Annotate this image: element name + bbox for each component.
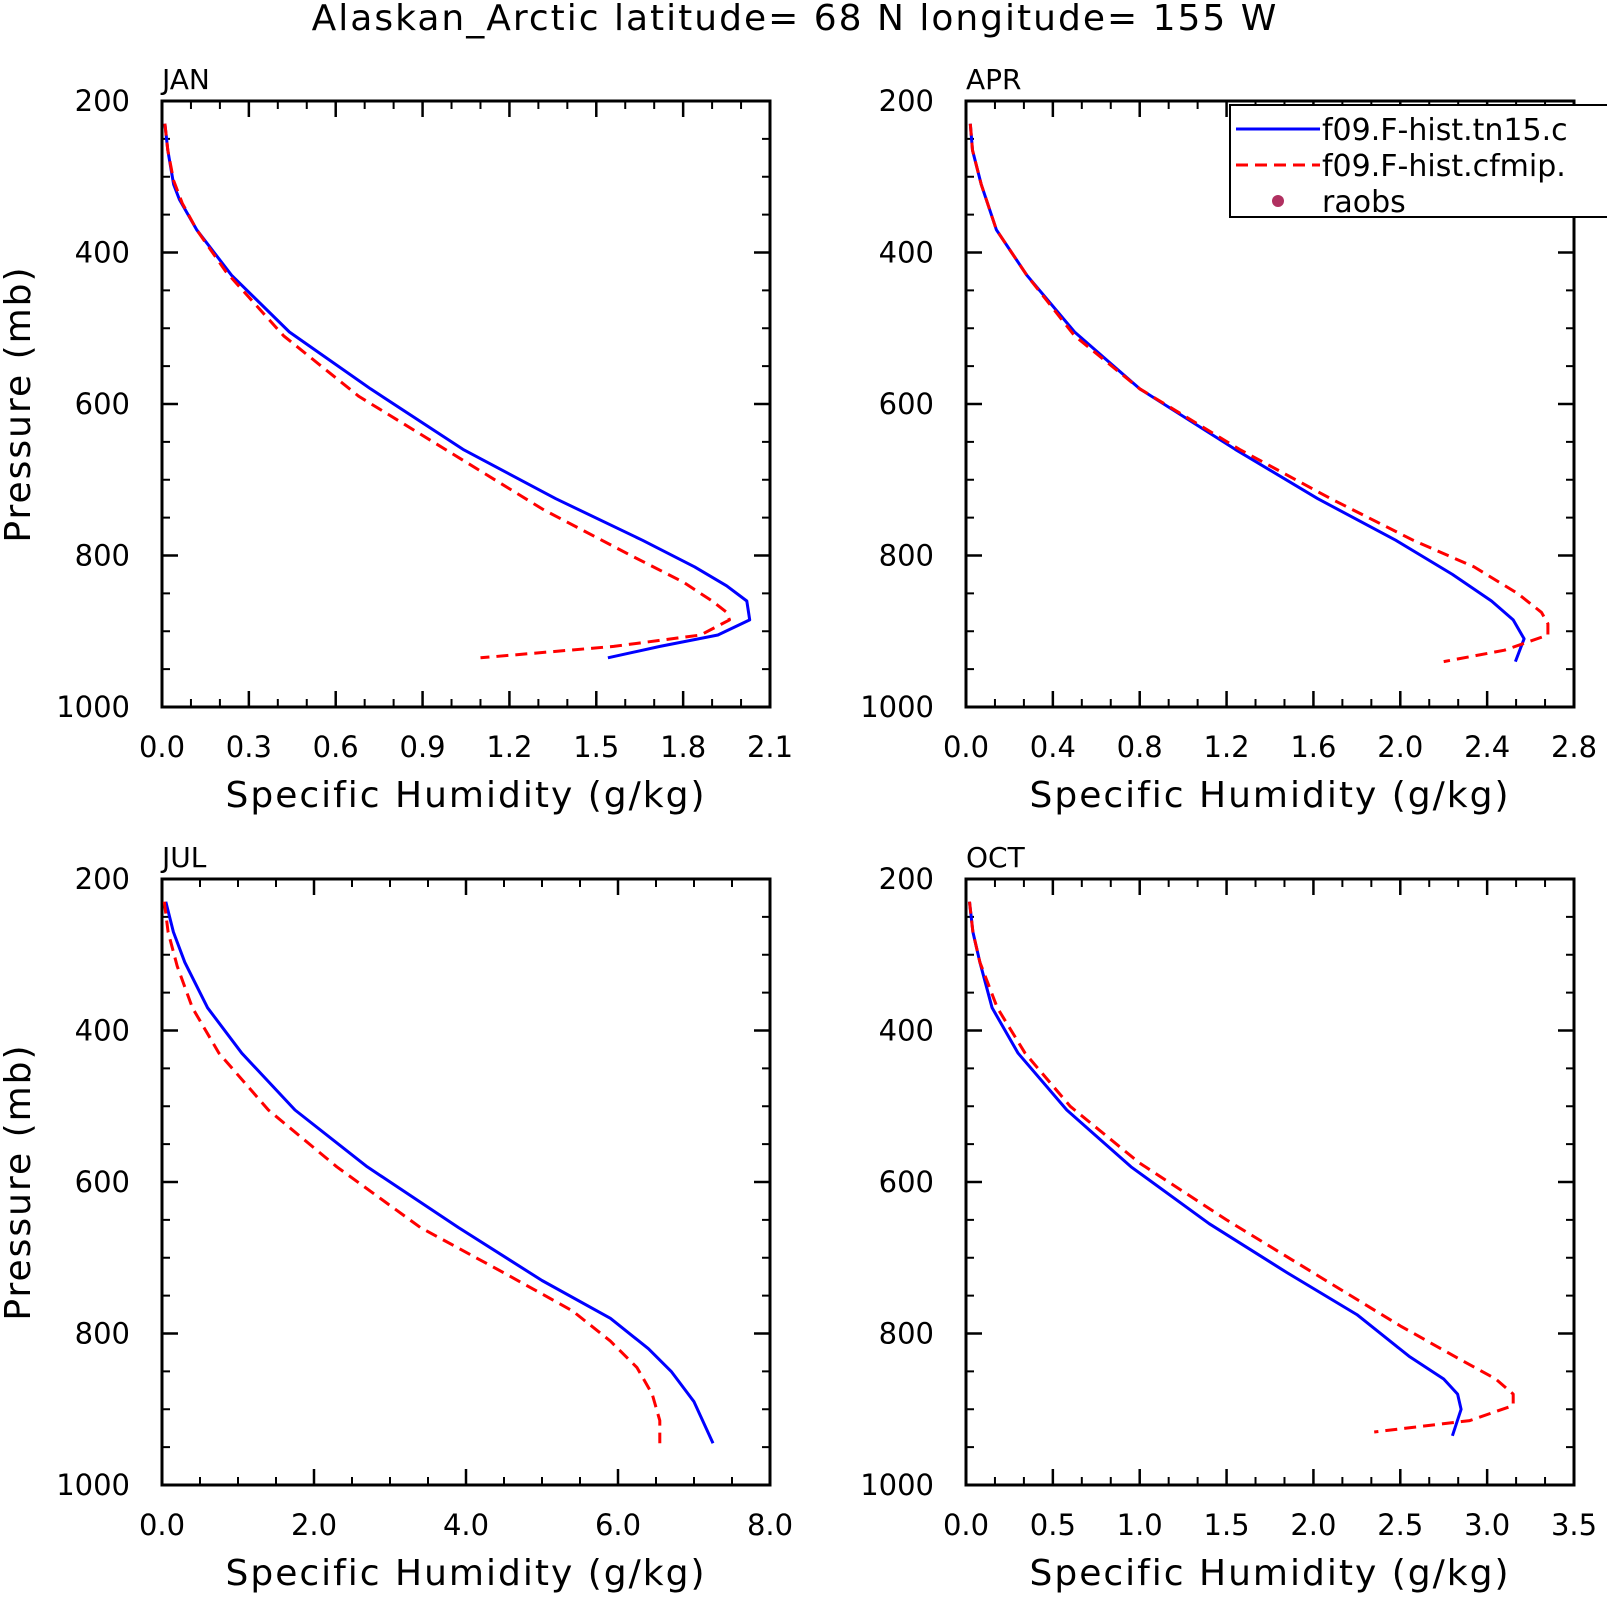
x-tick-label: 0.0 xyxy=(943,1508,989,1542)
x-tick-label: 3.0 xyxy=(1464,1508,1510,1542)
legend-label: f09.F-hist.cfmip. xyxy=(1322,149,1566,184)
x-tick-label: 1.2 xyxy=(486,730,532,764)
y-tick-label: 600 xyxy=(75,387,130,421)
y-tick-label: 400 xyxy=(879,236,934,270)
x-tick-label: 4.0 xyxy=(443,1508,489,1542)
y-tick-label: 600 xyxy=(879,1165,934,1199)
x-axis-label: Specific Humidity (g/kg) xyxy=(225,1553,706,1594)
legend-box xyxy=(1229,104,1607,218)
x-tick-label: 8.0 xyxy=(747,1508,793,1542)
panel-oct: OCT 0.0 0.5 1.0 1.5 2.0 2.5 3.0 3.5 200 400 600 800 1… xyxy=(860,841,1597,1594)
y-tick-label: 200 xyxy=(879,862,934,896)
x-tick-label: 1.6 xyxy=(1290,730,1336,764)
figure-title: Alaskan_Arctic latitude= 68 N longitude=… xyxy=(312,0,1279,39)
y-tick-label: 200 xyxy=(879,84,934,118)
x-tick-label: 0.4 xyxy=(1030,730,1076,764)
plot-frame xyxy=(964,877,1576,1487)
x-tick-label: 0.0 xyxy=(943,730,989,764)
y-tick-label: 200 xyxy=(75,84,130,118)
plot-frame xyxy=(160,99,772,709)
x-tick-label: 1.5 xyxy=(1204,1508,1250,1542)
x-tick-label: 1.2 xyxy=(1204,730,1250,764)
series-line-tn15 xyxy=(968,901,1463,1437)
x-tick-label: 0.0 xyxy=(139,730,185,764)
panel-label: JAN xyxy=(160,63,210,96)
y-tick-label: 800 xyxy=(75,539,130,573)
y-tick-label: 200 xyxy=(75,862,130,896)
x-tick-label: 2.0 xyxy=(1290,1508,1336,1542)
y-tick-label: 800 xyxy=(75,1317,130,1351)
panel-label: OCT xyxy=(966,841,1026,874)
y-axis-label: Pressure (mb) xyxy=(0,1043,39,1320)
y-axis-label: Pressure (mb) xyxy=(0,265,39,542)
y-tick-label: 1000 xyxy=(56,690,130,724)
plot-frame xyxy=(160,877,772,1487)
x-tick-label: 0.6 xyxy=(313,730,359,764)
x-tick-label: 0.5 xyxy=(1030,1508,1076,1542)
x-tick-label: 2.5 xyxy=(1377,1508,1423,1542)
legend-marker-raobs xyxy=(1272,195,1284,207)
series-line-tn15 xyxy=(163,123,752,660)
y-tick-label: 400 xyxy=(75,1014,130,1048)
y-tick-label: 800 xyxy=(879,1317,934,1351)
x-tick-label: 2.8 xyxy=(1551,730,1597,764)
panel-label: APR xyxy=(966,63,1022,96)
x-axis-label: Specific Humidity (g/kg) xyxy=(225,775,706,816)
x-axis-label: Specific Humidity (g/kg) xyxy=(1029,1553,1510,1594)
x-tick-label: 0.9 xyxy=(400,730,446,764)
y-tick-label: 1000 xyxy=(860,690,934,724)
x-axis-label: Specific Humidity (g/kg) xyxy=(1029,775,1510,816)
y-tick-label: 400 xyxy=(75,236,130,270)
x-tick-label: 1.5 xyxy=(573,730,619,764)
y-tick-label: 1000 xyxy=(860,1468,934,1502)
legend-label: raobs xyxy=(1322,185,1406,220)
x-tick-label: 1.8 xyxy=(660,730,706,764)
y-tick-label: 600 xyxy=(75,1165,130,1199)
series-line-cfmip xyxy=(968,901,1515,1434)
series-line-tn15 xyxy=(164,901,715,1444)
y-tick-label: 800 xyxy=(879,539,934,573)
legend-label: f09.F-hist.tn15.c xyxy=(1322,113,1568,148)
series-line-cfmip xyxy=(968,123,1550,664)
y-tick-label: 600 xyxy=(879,387,934,421)
x-tick-label: 1.0 xyxy=(1117,1508,1163,1542)
panel-label: JUL xyxy=(160,841,207,874)
x-tick-label: 2.0 xyxy=(1377,730,1423,764)
series-line-cfmip xyxy=(162,901,662,1444)
x-tick-label: 6.0 xyxy=(595,1508,641,1542)
y-tick-label: 1000 xyxy=(56,1468,130,1502)
panel-jul: JUL 0.0 2.0 4.0 6.0 8.0 200 400 600 800 1000 Specif… xyxy=(0,841,793,1594)
x-tick-label: 0.3 xyxy=(226,730,272,764)
series-line-cfmip xyxy=(163,123,731,660)
x-tick-label: 3.5 xyxy=(1551,1508,1597,1542)
x-tick-label: 2.0 xyxy=(291,1508,337,1542)
y-tick-label: 400 xyxy=(879,1014,934,1048)
x-tick-label: 0.8 xyxy=(1117,730,1163,764)
x-tick-label: 2.1 xyxy=(747,730,793,764)
x-tick-label: 0.0 xyxy=(139,1508,185,1542)
panels: JAN 0.0 0.3 0.6 0.9 1.2 1.5 1.8 2.1 200 400 600 800 1… xyxy=(0,63,1597,1594)
x-tick-label: 2.4 xyxy=(1464,730,1510,764)
panel-jan: JAN 0.0 0.3 0.6 0.9 1.2 1.5 1.8 2.1 200 400 600 800 1… xyxy=(0,63,793,816)
